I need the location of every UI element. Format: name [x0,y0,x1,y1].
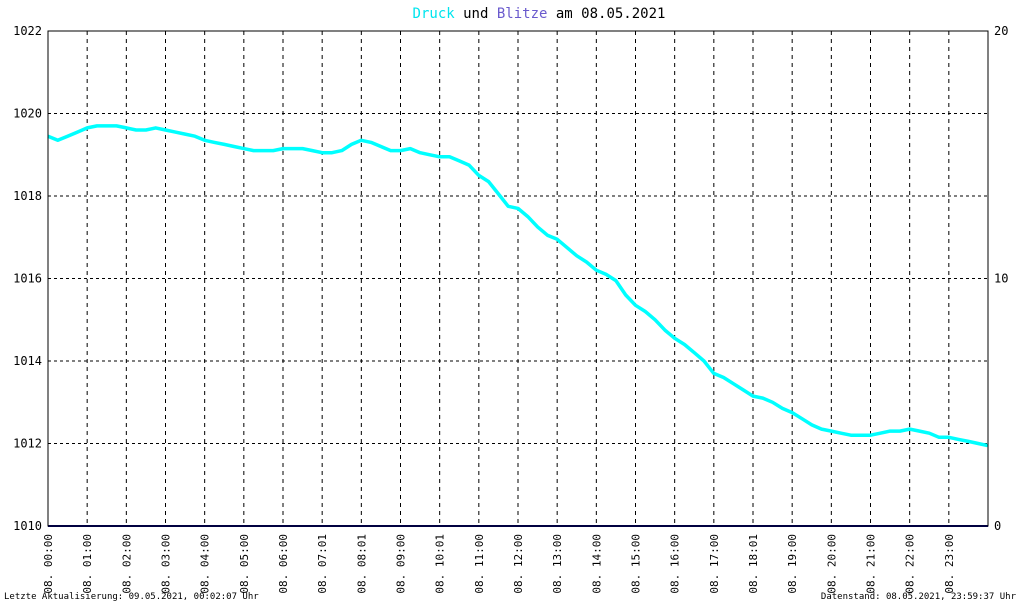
x-tick-label: 08. 23:00 [943,534,956,594]
x-tick-label: 08. 00:00 [42,534,55,594]
x-tick-label: 08. 07:01 [316,534,329,594]
grid [48,31,988,526]
y-tick-label: 1012 [13,437,42,451]
y-tick-label: 1014 [13,354,42,368]
x-tick-label: 08. 08:01 [355,534,368,594]
x-tick-label: 08. 02:00 [120,534,133,594]
x-tick-label: 08. 19:00 [786,534,799,594]
y-tick-label: 1018 [13,189,42,203]
footer-last-update: Letzte Aktualisierung: 09.05.2021, 00:02… [4,592,259,602]
x-tick-label: 08. 06:00 [277,534,290,594]
x-tick-label: 08. 14:00 [590,534,603,594]
y-tick-label: 1010 [13,519,42,533]
x-tick-label: 08. 12:00 [512,534,525,594]
title-and: und [455,6,497,22]
title-pressure: Druck [413,6,456,22]
series-line-pressure [47,124,988,448]
y-axis-left: 1010 1012 1014 1016 1018 1020 1022 [13,24,42,533]
title-lightning: Blitze [497,6,548,22]
x-tick-label: 08. 10:01 [434,534,447,594]
y-tick-label: 1022 [13,24,42,38]
x-axis: 08. 00:00 08. 01:00 08. 02:00 08. 03:00 08. … [42,534,956,594]
x-tick-label: 08. 15:00 [630,534,643,594]
plot-frame [47,30,989,527]
x-tick-label: 08. 01:00 [81,534,94,594]
y-right-tick-label: 10 [994,272,1008,286]
x-tick-label: 08. 17:00 [708,534,721,594]
x-tick-label: 08. 22:00 [904,534,917,594]
x-tick-label: 08. 03:00 [160,534,173,594]
y-right-tick-label: 20 [994,24,1008,38]
x-tick-label: 08. 11:00 [473,534,486,594]
x-tick-label: 08. 09:00 [395,534,408,594]
x-tick-label: 08. 18:01 [747,534,760,594]
x-tick-label: 08. 21:00 [865,534,878,594]
title-date: am 08.05.2021 [547,6,665,22]
footer-data-state: Datenstand: 08.05.2021, 23:59:37 Uhr [820,592,1016,602]
x-tick-label: 08. 13:00 [551,534,564,594]
x-tick-label: 08. 04:00 [199,534,212,594]
y-right-tick-label: 0 [994,519,1001,533]
y-tick-label: 1016 [13,272,42,286]
x-tick-label: 08. 20:00 [825,534,838,594]
y-axis-right: 0 10 20 [994,24,1008,533]
x-tick-label: 08. 05:00 [238,534,251,594]
y-tick-label: 1020 [13,107,42,121]
chart-title: Druck und Blitze am 08.05.2021 [413,6,666,22]
x-tick-label: 08. 16:00 [669,534,682,594]
